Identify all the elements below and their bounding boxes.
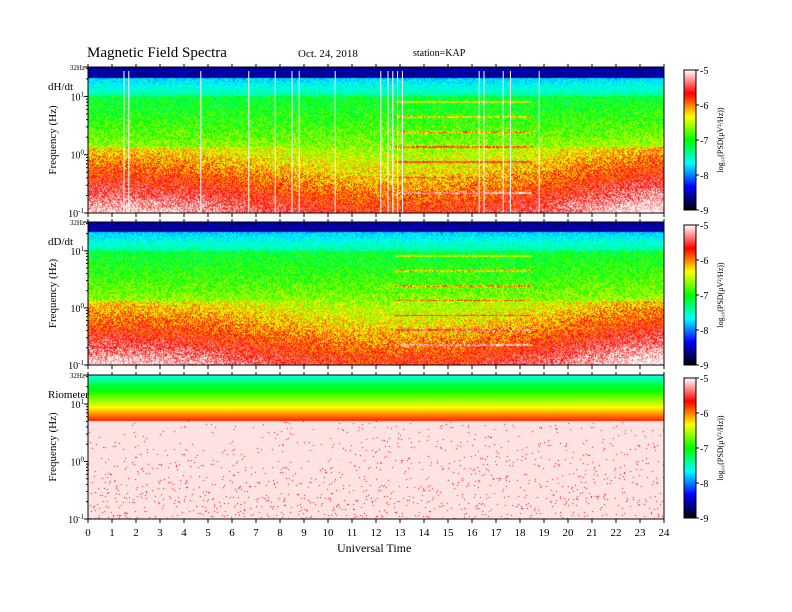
y-tick-label: 10-1 [68,513,84,526]
colorbar: -5 -6 -7 -8 -9 log₁₀(PSD(μV²/Hz)) [683,374,725,525]
x-tick-label: 9 [301,527,307,539]
spectrogram-heatmap [88,375,664,519]
panel-label: dD/dt [48,236,73,248]
x-tick-label: 24 [659,527,671,539]
spectrogram-heatmap [88,222,664,365]
x-tick-label: 5 [205,527,211,539]
panel-label: dH/dt [48,81,73,93]
x-tick-label: 6 [229,527,235,539]
x-tick-label: 19 [539,527,551,539]
colorbar-tick-label: -9 [700,206,708,217]
x-tick-label: 10 [323,527,335,539]
panel-label: Riometer [48,389,89,401]
x-tick-label: 12 [371,527,382,539]
y-tick-label: 101 [71,245,85,258]
y-tick-label: 32Hz [70,219,85,227]
colorbar-scale [683,224,697,366]
y-tick-label: 32Hz [70,64,85,72]
x-tick-label: 4 [181,527,187,539]
colorbar-label: log₁₀(PSD(μV²/Hz)) [716,415,725,480]
colorbar-tick-label: -5 [700,221,708,232]
colorbar-tick-label: -5 [700,374,708,385]
colorbar: -5 -6 -7 -8 -9 log₁₀(PSD(μV²/Hz)) [683,66,725,217]
colorbar-label: log₁₀(PSD(μV²/Hz)) [716,107,725,172]
x-axis-label: Universal Time [337,541,412,555]
x-tick-label: 7 [253,527,259,539]
y-axis-label: Frequency (Hz) [47,105,59,175]
x-tick-label: 13 [395,527,407,539]
colorbar-tick-label: -8 [700,326,708,337]
x-tick-label: 14 [419,527,431,539]
x-tick-label: 8 [277,527,283,539]
colorbar-scale [683,377,697,519]
colorbar-tick-label: -9 [700,361,708,372]
y-axis-label: Frequency (Hz) [47,259,59,329]
colorbar-tick-label: -7 [700,291,708,302]
x-tick-label: 21 [587,527,598,539]
y-axis-label: Frequency (Hz) [47,412,59,482]
x-tick-label: 2 [133,527,139,539]
x-tick-label: 17 [491,527,503,539]
colorbar: -5 -6 -7 -8 -9 log₁₀(PSD(μV²/Hz)) [683,221,725,372]
x-tick-label: 22 [611,527,622,539]
colorbar-label: log₁₀(PSD(μV²/Hz)) [716,262,725,327]
spectrogram-panel: dD/dt Frequency (Hz) 32Hz 101 100 10-1 [47,219,665,372]
y-tick-label: 101 [71,90,85,103]
y-tick-label: 100 [71,149,85,162]
spectrogram-heatmap [88,67,664,213]
colorbar-tick-label: -8 [700,171,708,182]
chart-title: Magnetic Field Spectra [87,45,227,61]
spectrogram-panel: Riometer Frequency (Hz) 32Hz 101 100 10-1 [47,372,665,526]
y-tick-label: 100 [71,302,85,315]
colorbar-tick-label: -6 [700,409,708,420]
station-label: station=KAP [413,48,466,59]
colorbar-tick-label: -6 [700,101,708,112]
y-tick-label: 32Hz [70,372,85,380]
y-tick-label: 10-1 [68,359,84,372]
x-tick-label: 0 [85,527,91,539]
x-tick-label: 3 [157,527,163,539]
x-tick-label: 23 [635,527,647,539]
x-tick-label: 15 [443,527,455,539]
chart-date: Oct. 24, 2018 [298,48,358,60]
y-tick-label: 101 [71,398,85,411]
x-tick-label: 1 [109,527,115,539]
colorbar-tick-label: -8 [700,479,708,490]
colorbar-tick-label: -7 [700,444,708,455]
colorbar-tick-label: -9 [700,514,708,525]
x-tick-label: 18 [515,527,527,539]
y-tick-label: 100 [71,456,85,469]
x-tick-label: 20 [563,527,575,539]
x-tick-label: 11 [347,527,358,539]
colorbar-tick-label: -5 [700,66,708,77]
colorbar-tick-label: -7 [700,136,708,147]
x-tick-label: 16 [467,527,479,539]
colorbar-tick-label: -6 [700,256,708,267]
colorbar-scale [683,69,697,211]
